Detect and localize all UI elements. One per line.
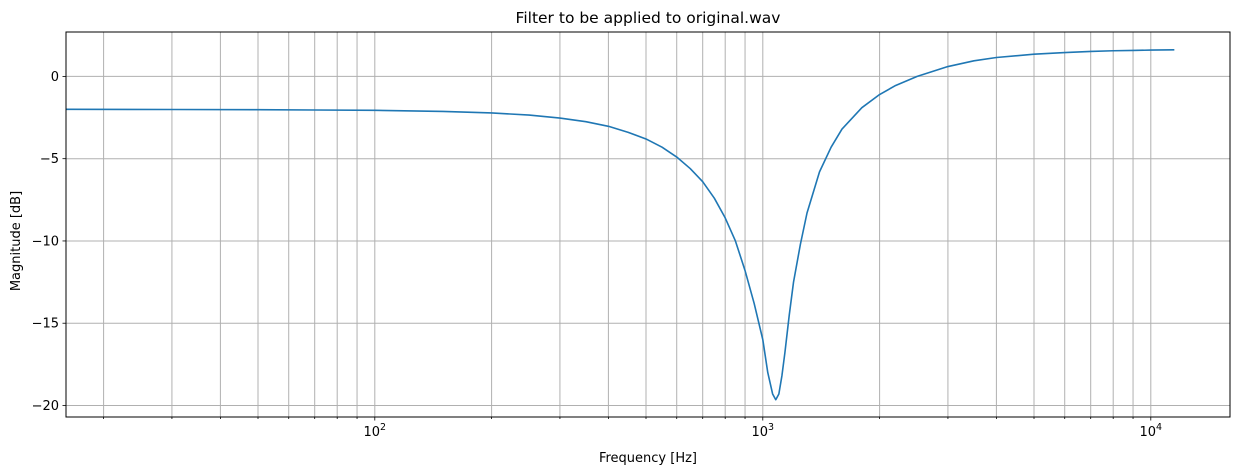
x-ticks: 102 103 104 <box>103 417 1163 440</box>
series-layer <box>65 48 1175 401</box>
x-tick-label: 103 <box>752 422 775 440</box>
chart-title: Filter to be applied to original.wav <box>516 9 781 27</box>
grid <box>66 32 1230 417</box>
x-tick-label: 102 <box>364 422 387 440</box>
plot-frame <box>65 31 1231 418</box>
y-tick-label: −20 <box>32 399 59 414</box>
x-tick-label: 104 <box>1140 422 1163 440</box>
y-tick-label: −10 <box>32 234 59 249</box>
y-tick-label: −15 <box>32 317 59 332</box>
y-tick-label: −5 <box>40 152 59 167</box>
x-axis-title: Frequency [Hz] <box>599 451 697 466</box>
y-ticks: 0 −5 −10 −15 −20 <box>32 70 66 414</box>
y-axis-title: Magnitude [dB] <box>9 191 24 291</box>
y-tick-label: 0 <box>51 70 59 85</box>
series-line <box>65 48 1175 401</box>
